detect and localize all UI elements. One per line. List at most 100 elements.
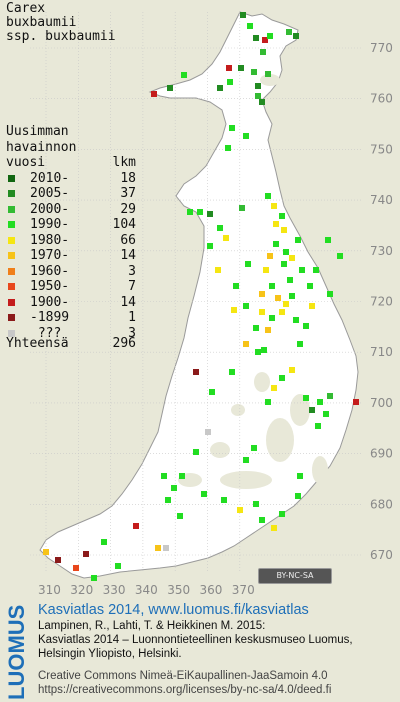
legend-swatch bbox=[8, 283, 15, 290]
occurrence-marker bbox=[233, 283, 239, 289]
occurrence-marker bbox=[267, 33, 273, 39]
occurrence-marker bbox=[193, 449, 199, 455]
occurrence-marker bbox=[297, 341, 303, 347]
occurrence-marker bbox=[55, 557, 61, 563]
occurrence-marker bbox=[259, 99, 265, 105]
x-tick-label: 340 bbox=[135, 583, 158, 597]
legend-swatch bbox=[8, 221, 15, 228]
occurrence-marker bbox=[209, 389, 215, 395]
legend-swatch bbox=[8, 252, 15, 259]
occurrence-marker bbox=[289, 255, 295, 261]
species-epithet: buxbaumii bbox=[6, 15, 77, 30]
legend-item: 1950- 7 bbox=[6, 279, 136, 295]
occurrence-marker bbox=[295, 237, 301, 243]
legend-count: 1 bbox=[128, 310, 136, 325]
legend-count: 37 bbox=[120, 186, 136, 201]
legend-item: 1960- 3 bbox=[6, 263, 136, 280]
occurrence-marker bbox=[289, 367, 295, 373]
species-subspecies: ssp. buxbaumii bbox=[6, 29, 116, 44]
y-tick-label: 690 bbox=[370, 447, 393, 461]
y-tick-label: 700 bbox=[370, 396, 393, 410]
occurrence-marker bbox=[261, 347, 267, 353]
legend-swatch bbox=[8, 329, 15, 337]
occurrence-marker bbox=[279, 309, 285, 315]
occurrence-marker bbox=[279, 375, 285, 381]
occurrence-marker bbox=[265, 327, 271, 333]
luomus-logo: LUOMUS bbox=[4, 604, 30, 700]
legend-count-header: lkm bbox=[112, 155, 136, 170]
legend-period: 2005- bbox=[30, 186, 70, 201]
occurrence-marker bbox=[229, 125, 235, 131]
occurrence-marker bbox=[91, 575, 97, 581]
legend-period: 1990- bbox=[30, 217, 70, 232]
atlas-title-link[interactable]: Kasviatlas 2014, www.luomus.fi/kasviatla… bbox=[38, 602, 309, 618]
occurrence-marker bbox=[255, 83, 261, 89]
legend-swatch bbox=[8, 267, 15, 275]
legend-swatch bbox=[8, 236, 15, 244]
occurrence-marker bbox=[353, 399, 359, 405]
occurrence-marker bbox=[221, 497, 227, 503]
legend-count: 104 bbox=[112, 217, 136, 232]
x-tick-label: 310 bbox=[38, 583, 61, 597]
occurrence-marker bbox=[259, 517, 265, 523]
occurrence-marker bbox=[171, 485, 177, 491]
occurrence-marker bbox=[271, 525, 277, 531]
legend-heading-row: vuosi lkm bbox=[6, 155, 136, 171]
map-grid bbox=[30, 12, 362, 572]
cc-license-badge[interactable]: BY-NC-SA bbox=[258, 568, 332, 584]
occurrence-marker bbox=[273, 241, 279, 247]
legend-swatch bbox=[8, 314, 15, 321]
occurrence-marker bbox=[161, 473, 167, 479]
license-name: Creative Commons Nimeä-EiKaupallinen-Jaa… bbox=[38, 670, 328, 682]
publication-line-1: Kasviatlas 2014 – Luonnontieteellinen ke… bbox=[38, 634, 353, 646]
legend-item: 1970- 14 bbox=[6, 248, 136, 264]
occurrence-marker bbox=[287, 277, 293, 283]
license-url[interactable]: https://creativecommons.org/licenses/by-… bbox=[38, 684, 332, 696]
occurrence-marker bbox=[215, 267, 221, 273]
publication-line-2: Helsingin Yliopisto, Helsinki. bbox=[38, 648, 182, 660]
legend-item: 2010- 18 bbox=[6, 171, 136, 187]
y-tick-label: 680 bbox=[370, 497, 393, 511]
y-tick-label: 760 bbox=[370, 92, 393, 106]
legend-period: 1960- bbox=[30, 263, 70, 279]
credits: Kasviatlas 2014, www.luomus.fi/kasviatla… bbox=[38, 602, 398, 697]
occurrence-marker bbox=[327, 291, 333, 297]
occurrence-marker bbox=[207, 243, 213, 249]
x-tick-label: 330 bbox=[103, 583, 126, 597]
legend-count: 7 bbox=[128, 279, 136, 294]
occurrence-marker bbox=[243, 303, 249, 309]
occurrence-marker bbox=[275, 295, 281, 301]
occurrence-marker bbox=[299, 267, 305, 273]
occurrence-marker bbox=[197, 209, 203, 215]
occurrence-marker bbox=[323, 411, 329, 417]
occurrence-marker bbox=[293, 33, 299, 39]
x-tick-label: 320 bbox=[70, 583, 93, 597]
authors: Lampinen, R., Lahti, T. & Heikkinen M. 2… bbox=[38, 620, 266, 632]
occurrence-marker bbox=[165, 497, 171, 503]
occurrence-marker bbox=[237, 507, 243, 513]
occurrence-marker bbox=[269, 283, 275, 289]
occurrence-marker bbox=[269, 315, 275, 321]
legend-count: 14 bbox=[120, 248, 136, 263]
occurrence-marker bbox=[251, 69, 257, 75]
occurrence-marker bbox=[279, 511, 285, 517]
occurrence-marker bbox=[133, 523, 139, 529]
occurrence-marker bbox=[226, 65, 232, 71]
occurrence-marker bbox=[181, 72, 187, 78]
occurrence-marker bbox=[253, 325, 259, 331]
occurrence-marker bbox=[283, 301, 289, 307]
occurrence-marker bbox=[255, 349, 261, 355]
y-tick-label: 720 bbox=[370, 295, 393, 309]
logo-text: LUOMUS bbox=[4, 604, 29, 700]
y-tick-label: 740 bbox=[370, 193, 393, 207]
occurrence-markers bbox=[43, 12, 359, 581]
occurrence-marker bbox=[265, 399, 271, 405]
occurrence-marker bbox=[245, 261, 251, 267]
occurrence-marker bbox=[253, 35, 259, 41]
occurrence-marker bbox=[309, 407, 315, 413]
occurrence-marker bbox=[217, 225, 223, 231]
occurrence-marker bbox=[231, 307, 237, 313]
x-tick-label: 360 bbox=[200, 583, 223, 597]
legend-heading-1: Uusimman bbox=[6, 124, 69, 139]
occurrence-marker bbox=[155, 545, 161, 551]
